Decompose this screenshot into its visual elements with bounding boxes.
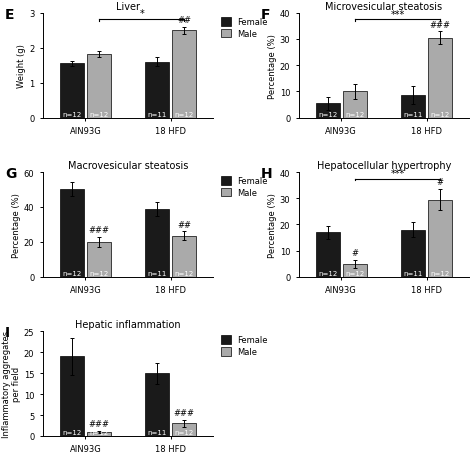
Text: F: F [261,7,271,22]
Bar [87,432,111,436]
Y-axis label: Percentage (%): Percentage (%) [268,192,277,257]
Bar [428,200,452,277]
Text: n=12: n=12 [174,111,194,117]
Text: n=12: n=12 [89,429,109,435]
Bar [60,357,83,436]
Text: G: G [5,166,17,180]
Text: #: # [437,178,444,187]
Text: n=12: n=12 [345,111,365,117]
Text: n=12: n=12 [89,111,109,117]
Text: n=12: n=12 [89,270,109,276]
Title: Hepatic inflammation: Hepatic inflammation [75,319,181,330]
Text: ###: ### [89,419,109,428]
Y-axis label: Percentage (%): Percentage (%) [12,192,21,257]
Text: n=12: n=12 [174,429,194,435]
Bar [145,373,169,436]
Text: ###: ### [430,21,451,29]
Bar [343,92,367,118]
Text: ***: *** [391,10,405,19]
Bar [173,424,196,436]
Y-axis label: Inflammatory aggregates
per field: Inflammatory aggregates per field [1,330,21,437]
Bar [145,62,169,118]
Bar [173,236,196,277]
Legend: Female, Male: Female, Male [221,177,268,197]
Text: E: E [5,7,15,22]
Text: n=12: n=12 [318,270,337,276]
Text: ###: ### [174,409,195,418]
Text: n=11: n=11 [147,429,167,435]
Bar [401,230,425,277]
Text: n=11: n=11 [403,111,423,117]
Title: Microvesicular steatosis: Microvesicular steatosis [325,2,443,11]
Bar [87,242,111,277]
Bar [316,233,339,277]
Bar [428,39,452,118]
Text: I: I [5,325,10,339]
Text: ###: ### [89,225,109,235]
Text: #: # [351,249,358,257]
Bar [87,55,111,118]
Text: ##: ## [177,16,191,25]
Text: n=12: n=12 [62,111,82,117]
Legend: Female, Male: Female, Male [221,18,268,39]
Text: *: * [139,9,144,19]
Bar [60,64,83,118]
Text: n=12: n=12 [62,270,82,276]
Text: n=12: n=12 [345,270,365,276]
Text: n=12: n=12 [174,270,194,276]
Bar [173,31,196,118]
Bar [401,96,425,118]
Text: ***: *** [391,168,405,179]
Bar [60,189,83,277]
Text: n=12: n=12 [430,270,450,276]
Text: n=12: n=12 [430,111,450,117]
Text: n=12: n=12 [318,111,337,117]
Bar [343,264,367,277]
Bar [316,104,339,118]
Text: n=11: n=11 [403,270,423,276]
Title: Macrovesicular steatosis: Macrovesicular steatosis [68,161,188,170]
Y-axis label: Weight (g): Weight (g) [17,44,26,88]
Title: Hepatocellular hypertrophy: Hepatocellular hypertrophy [317,161,451,170]
Text: n=11: n=11 [147,270,167,276]
Y-axis label: Percentage (%): Percentage (%) [268,34,277,98]
Text: n=12: n=12 [62,429,82,435]
Text: H: H [261,166,273,180]
Legend: Female, Male: Female, Male [221,336,268,356]
Text: n=11: n=11 [147,111,167,117]
Title: Liver: Liver [116,2,140,11]
Text: ##: ## [177,220,191,229]
Bar [145,209,169,277]
